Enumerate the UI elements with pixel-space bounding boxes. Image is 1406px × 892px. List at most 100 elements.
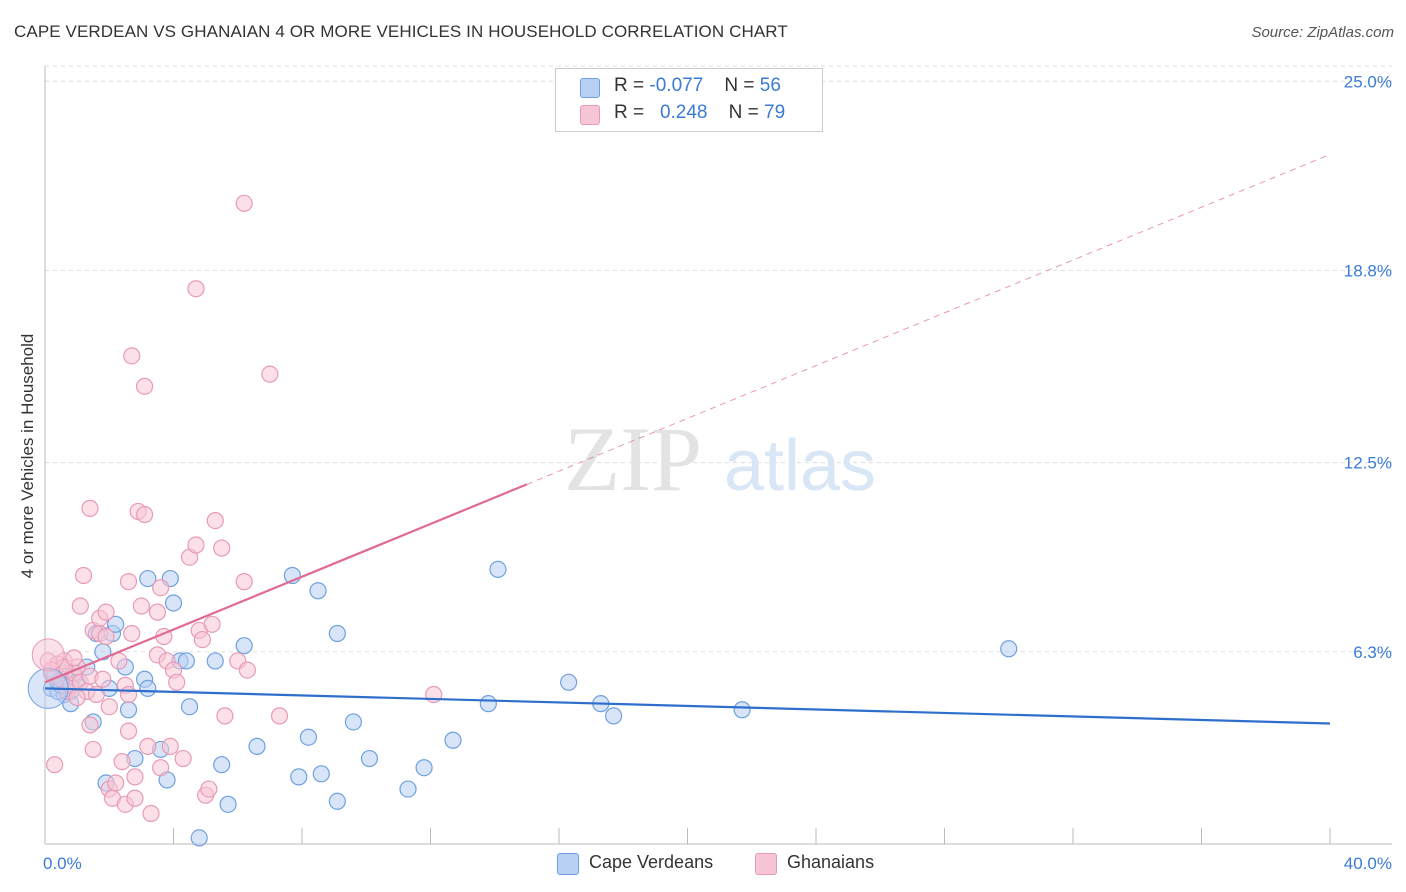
ghanaian-point-35 xyxy=(119,685,138,704)
y-tick-label-1: 12.5% xyxy=(1344,454,1392,473)
ghanaian-point-25 xyxy=(97,603,115,621)
ghanaian-point-72 xyxy=(261,365,279,383)
trend-lines xyxy=(44,154,1331,725)
ghanaian-point-69 xyxy=(235,573,253,591)
series-label: Cape Verdeans xyxy=(589,852,714,872)
tick-labels: 6.3% 12.5% 18.8% 25.0% 0.0% 40.0% xyxy=(43,72,1392,873)
legend-n-label: N = xyxy=(724,75,755,96)
ghanaian-point-40 xyxy=(126,789,144,807)
ghanaian-point-37 xyxy=(123,624,141,643)
ghanaian-point-29 xyxy=(107,774,125,792)
watermark-zip: ZIP xyxy=(564,408,702,510)
cape-verdean-point-40 xyxy=(328,624,346,643)
series-swatch-blue xyxy=(557,853,579,875)
ghanaian-point-61 xyxy=(193,630,212,649)
legend-swatch-pink xyxy=(580,105,600,125)
cape-verdean-point-47 xyxy=(479,695,497,713)
ghanaian-point-56 xyxy=(174,749,192,768)
ghanaian-point-18 xyxy=(84,740,102,759)
cape-verdean-point-44 xyxy=(399,780,417,798)
ghanaian-point-66 xyxy=(213,539,231,557)
ghanaian-point-42 xyxy=(132,597,150,615)
ghanaian-point-76 xyxy=(65,649,83,667)
cape-verdean-point-27 xyxy=(177,652,195,670)
ghanaian-point-59 xyxy=(187,536,205,554)
ghanaian-point-38 xyxy=(123,347,141,365)
legend-n-value: 79 xyxy=(764,102,786,123)
legend-n-value: 56 xyxy=(759,75,781,96)
ghanaian-cluster xyxy=(31,638,65,672)
cape-verdean-point-30 xyxy=(206,652,224,670)
y-tick-label-0: 6.3% xyxy=(1353,643,1392,662)
cape-verdean-point-15 xyxy=(107,615,125,633)
ghanaian-point-24 xyxy=(97,627,115,646)
ghanaian-point-17 xyxy=(81,499,99,517)
ghanaian-point-46 xyxy=(142,804,160,823)
ghanaian-point-16 xyxy=(81,716,99,734)
cape-verdean-point-34 xyxy=(248,737,266,755)
ghanaian-point-44 xyxy=(135,377,154,395)
ghanaian-point-12 xyxy=(71,597,89,615)
series-label: Ghanaians xyxy=(787,852,875,872)
ghanaian-point-49 xyxy=(152,579,170,597)
ghanaian-point-39 xyxy=(126,768,144,786)
ghanaian-point-71 xyxy=(238,661,256,679)
gridlines xyxy=(45,65,1392,653)
legend-r-value: 0.248 xyxy=(659,102,708,123)
watermark: ZIP atlas xyxy=(564,408,876,510)
cape-verdean-point-41 xyxy=(328,792,346,810)
ghanaian-point-47 xyxy=(148,603,167,621)
cape-verdean-point-36 xyxy=(290,768,308,786)
ghanaian-trend-extension xyxy=(526,154,1331,485)
ghanaian-point-23 xyxy=(94,670,112,688)
cape-verdean-point-37 xyxy=(299,728,318,746)
ghanaian-point-65 xyxy=(206,511,224,530)
ghanaian-point-73 xyxy=(270,707,289,725)
cape-verdean-point-33 xyxy=(235,637,253,655)
x-tick-label-min: 0.0% xyxy=(43,854,82,873)
chart-title: CAPE VERDEAN VS GHANAIAN 4 OR MORE VEHIC… xyxy=(14,22,788,41)
ghanaian-point-77 xyxy=(68,688,86,707)
legend-swatch-blue xyxy=(580,78,600,98)
cape-verdean-point-31 xyxy=(213,756,231,774)
ghanaian-trend-line xyxy=(44,483,528,684)
ghanaian-point-64 xyxy=(203,615,221,633)
cape-verdean-point-45 xyxy=(415,759,433,777)
y-tick-label-3: 25.0% xyxy=(1344,72,1392,91)
legend-r-label: R = xyxy=(614,102,645,123)
ghanaian-point-58 xyxy=(187,280,205,298)
cape-verdean-point-21 xyxy=(139,679,157,698)
cape-verdean-point-39 xyxy=(312,765,330,783)
cape-verdean-point-38 xyxy=(309,582,327,600)
ghanaian-point-26 xyxy=(100,698,118,716)
legend-r-value: -0.077 xyxy=(649,75,704,96)
ghanaian-point-3 xyxy=(46,756,64,774)
cape-verdean-point-32 xyxy=(219,795,237,813)
cape-verdean-point-49 xyxy=(560,673,578,691)
cape-verdean-point-43 xyxy=(360,749,379,768)
ghanaian-point-43 xyxy=(135,505,154,524)
ghanaian-point-50 xyxy=(152,759,170,777)
cape-verdean-point-52 xyxy=(733,701,751,719)
cape-verdean-point-48 xyxy=(489,560,507,579)
cape-verdean-point-42 xyxy=(344,713,362,731)
legend-n-label: N = xyxy=(728,102,759,123)
series-swatch-pink xyxy=(755,853,777,875)
watermark-atlas: atlas xyxy=(724,426,876,506)
ghanaian-point-36 xyxy=(119,573,138,591)
cape-verdean-trend-line xyxy=(44,687,1331,725)
legend-r-label: R = xyxy=(614,75,645,96)
ghanaian-point-63 xyxy=(200,780,218,798)
axes xyxy=(44,66,1392,845)
cape-verdean-point-25 xyxy=(164,594,183,612)
cape-verdean-point-20 xyxy=(139,569,157,588)
ghanaian-point-53 xyxy=(161,737,179,755)
ghanaian-point-55 xyxy=(168,673,186,691)
cape-verdean-point-28 xyxy=(180,698,199,716)
ghanaian-point-67 xyxy=(216,707,234,725)
cape-verdean-point-51 xyxy=(605,707,623,725)
cape-verdean-point-46 xyxy=(444,731,462,749)
ghanaian-point-34 xyxy=(119,722,138,740)
source-label: Source: ZipAtlas.com xyxy=(1251,24,1394,41)
cape-verdean-point-29 xyxy=(190,829,208,847)
